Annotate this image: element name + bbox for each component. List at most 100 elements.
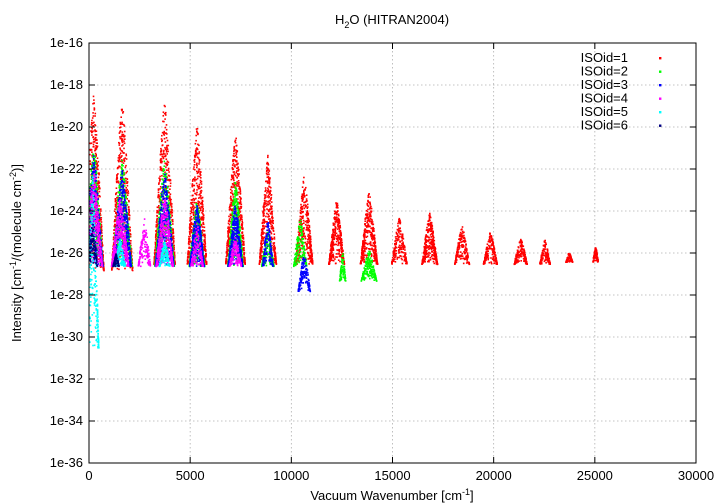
data-point (272, 226, 274, 228)
data-point (368, 230, 371, 232)
data-point (311, 252, 313, 254)
data-point (272, 230, 275, 232)
data-point (300, 203, 302, 206)
data-point (172, 232, 175, 234)
data-point (102, 268, 105, 270)
data-point (367, 224, 370, 227)
data-point (593, 259, 596, 262)
data-point (308, 246, 311, 248)
data-point (271, 238, 273, 241)
data-point (428, 251, 430, 254)
data-point (335, 212, 337, 215)
data-point (262, 219, 264, 221)
data-point (306, 241, 309, 243)
data-point (374, 257, 377, 259)
data-point (97, 160, 100, 163)
data-point (197, 171, 199, 174)
data-point (395, 250, 398, 252)
data-point (306, 220, 308, 223)
data-point (197, 186, 199, 188)
data-point (269, 208, 271, 210)
data-point (311, 261, 314, 263)
data-point (522, 253, 525, 256)
data-point (92, 122, 94, 125)
data-point (266, 212, 268, 215)
data-point (366, 225, 369, 227)
data-point (95, 153, 97, 156)
data-point (163, 185, 166, 187)
data-point (125, 187, 127, 189)
data-point (123, 182, 125, 185)
data-point (597, 259, 599, 262)
data-point (301, 223, 303, 225)
data-point (260, 240, 263, 243)
data-point (240, 207, 242, 209)
data-point (262, 212, 265, 215)
data-point (309, 260, 311, 263)
data-point (363, 238, 366, 240)
data-point (464, 251, 467, 254)
data-point (114, 223, 116, 226)
data-point (205, 260, 208, 263)
data-point (231, 183, 234, 185)
data-point (489, 232, 491, 235)
data-point (233, 159, 235, 161)
data-point (396, 228, 399, 231)
data-point (334, 221, 337, 223)
data-point (395, 241, 398, 244)
data-point (122, 235, 124, 238)
data-point (270, 186, 272, 189)
data-point (199, 207, 202, 210)
data-point (338, 221, 341, 223)
data-point (435, 259, 437, 261)
data-point (194, 142, 197, 145)
data-point (158, 183, 160, 185)
data-point (273, 254, 276, 257)
data-point (123, 142, 126, 145)
data-point (428, 224, 430, 226)
data-point (232, 178, 235, 180)
data-point (125, 158, 128, 160)
data-point (189, 227, 191, 230)
data-point (370, 253, 373, 255)
data-point (261, 236, 263, 238)
data-point (203, 249, 206, 252)
data-point (423, 250, 426, 252)
data-point (121, 108, 123, 111)
data-point (264, 195, 266, 198)
data-point (544, 239, 546, 242)
data-point (594, 249, 596, 251)
data-point (332, 255, 335, 258)
data-point (158, 177, 160, 179)
data-point (468, 263, 470, 265)
data-point (267, 163, 269, 166)
data-point (193, 164, 196, 166)
data-point (269, 186, 271, 188)
data-point (298, 234, 300, 236)
data-point (194, 178, 196, 180)
data-point (161, 131, 164, 134)
data-point (304, 206, 307, 208)
data-point (226, 248, 228, 251)
data-point (362, 244, 365, 247)
data-point (94, 147, 97, 149)
data-point (113, 243, 115, 246)
data-point (461, 244, 463, 246)
data-point (171, 238, 174, 241)
data-point (164, 162, 166, 165)
data-point (402, 255, 405, 258)
data-point (163, 134, 166, 136)
data-point (369, 241, 372, 243)
data-point (430, 226, 432, 229)
data-point (431, 257, 434, 260)
data-point (230, 201, 233, 204)
data-point (460, 236, 463, 238)
data-point (570, 257, 572, 260)
data-point (366, 232, 369, 234)
data-point (462, 245, 465, 247)
data-point (240, 227, 243, 229)
data-point (198, 161, 201, 163)
data-point (366, 202, 369, 205)
data-point (429, 212, 431, 215)
